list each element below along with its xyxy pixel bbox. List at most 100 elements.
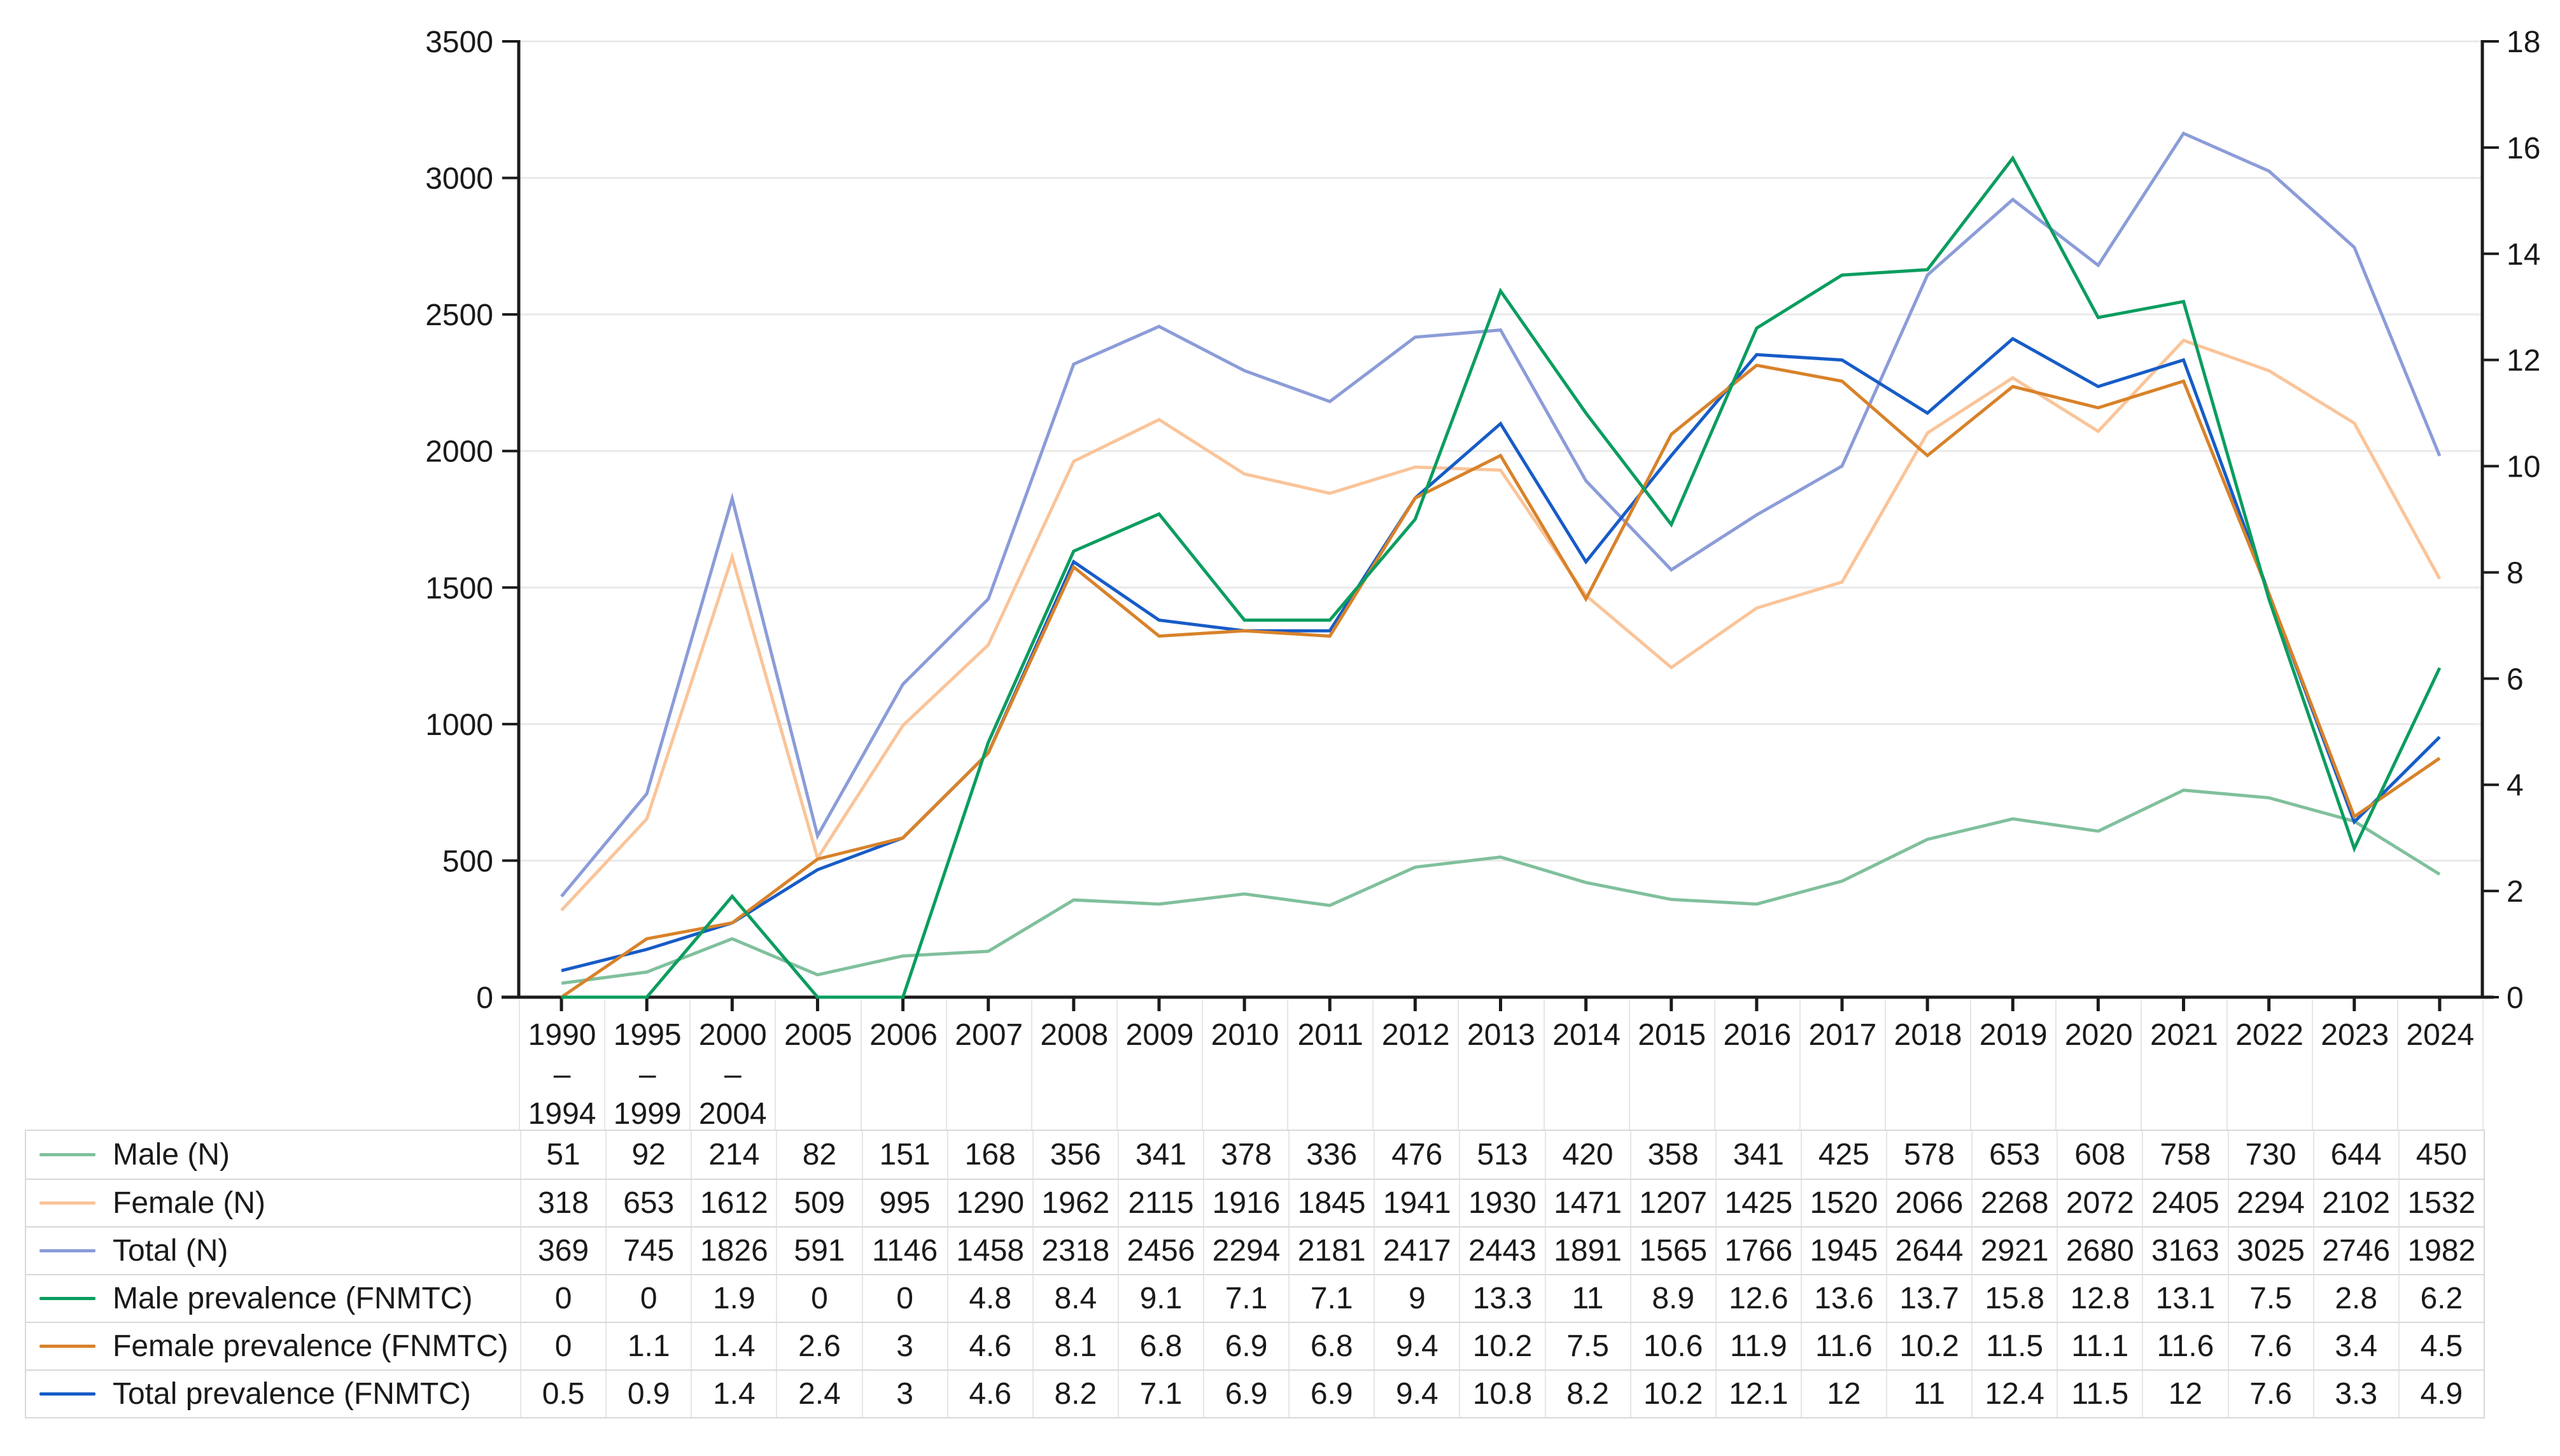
x-axis-label: 2013	[1458, 1000, 1543, 1130]
table-cell: 10.2	[1886, 1323, 1971, 1369]
x-axis-label: 1995–1999	[604, 1000, 689, 1130]
table-row-male-prevalence-fnmtc: Male prevalence (FNMTC) 0 0 1.9 0 0 4.8 8.4 9.1 7…	[26, 1274, 2484, 1322]
table-cell: 6.8	[1288, 1323, 1374, 1369]
table-cell: 82	[776, 1131, 861, 1179]
x-axis-label: 2011	[1287, 1000, 1372, 1130]
table-cell: 1207	[1629, 1180, 1715, 1226]
table-cell: 318	[520, 1180, 605, 1226]
table-cell: 11.5	[1971, 1323, 2057, 1369]
table-cell: 356	[1032, 1131, 1118, 1179]
table-cell: 7.5	[1544, 1323, 1630, 1369]
table-cell: 341	[1117, 1131, 1203, 1179]
x-axis-label: 2017	[1799, 1000, 1885, 1130]
table-cell: 2318	[1032, 1228, 1118, 1274]
table-cell: 369	[520, 1228, 605, 1274]
legend-swatch-total-prevalence-fnmtc	[39, 1392, 95, 1396]
x-axis-label: 2021	[2141, 1000, 2226, 1130]
table-cell: 745	[605, 1228, 691, 1274]
table-cell: 1916	[1203, 1180, 1288, 1226]
legend-cell: Male prevalence (FNMTC)	[26, 1275, 520, 1322]
table-cell: 10.2	[1459, 1323, 1544, 1369]
x-axis-label: 2012	[1372, 1000, 1458, 1130]
table-cell: 608	[2057, 1131, 2142, 1179]
table-cell: 425	[1800, 1131, 1886, 1179]
x-axis-label: 2024	[2396, 1000, 2484, 1130]
table-cell: 513	[1459, 1131, 1544, 1179]
table-cell: 1941	[1374, 1180, 1459, 1226]
table-cell: 2294	[2227, 1180, 2313, 1226]
table-cell: 1.4	[691, 1323, 776, 1369]
table-cell: 644	[2312, 1131, 2398, 1179]
table-cell: 13.1	[2142, 1275, 2227, 1322]
table-cell: 1945	[1800, 1228, 1886, 1274]
table-cell: 476	[1374, 1131, 1459, 1179]
table-cell: 0	[605, 1275, 691, 1322]
x-axis-label: 2015	[1628, 1000, 1714, 1130]
table-cell: 2066	[1886, 1180, 1971, 1226]
table-cell: 10.2	[1629, 1371, 1715, 1417]
table-cell: 2.8	[2312, 1275, 2398, 1322]
series-line-male-prevalence-fnmtc	[561, 155, 2442, 999]
table-cell: 4.8	[946, 1275, 1032, 1322]
table-cell: 11.5	[2057, 1371, 2142, 1417]
table-cell: 1766	[1715, 1228, 1801, 1274]
x-axis-label: 1990–1994	[519, 1000, 604, 1130]
table-cell: 12.1	[1715, 1371, 1801, 1417]
table-cell: 2268	[1971, 1180, 2057, 1226]
table-cell: 3163	[2142, 1228, 2227, 1274]
table-cell: 11.6	[1800, 1323, 1886, 1369]
table-cell: 730	[2227, 1131, 2313, 1179]
y-axis-label-left: 0	[476, 981, 493, 1015]
table-cell: 10.8	[1459, 1371, 1544, 1417]
table-cell: 7.5	[2227, 1275, 2313, 1322]
table-cell: 358	[1629, 1131, 1715, 1179]
table-cell: 1471	[1544, 1180, 1630, 1226]
table-cell: 0	[861, 1275, 947, 1322]
x-axis-label: 2009	[1116, 1000, 1202, 1130]
table-cell: 420	[1544, 1131, 1630, 1179]
table-cell: 1425	[1715, 1180, 1801, 1226]
legend-label: Male prevalence (FNMTC)	[113, 1282, 473, 1315]
table-cell: 2.4	[776, 1371, 861, 1417]
table-cell: 6.9	[1203, 1323, 1288, 1369]
legend-label: Female prevalence (FNMTC)	[113, 1329, 509, 1363]
legend-cell: Male (N)	[26, 1131, 520, 1179]
table-cell: 591	[776, 1228, 861, 1274]
legend-swatch-total-n	[39, 1249, 95, 1252]
table-cell: 3.3	[2312, 1371, 2398, 1417]
table-cell: 15.8	[1971, 1275, 2057, 1322]
y-axis-label-left: 1500	[425, 571, 493, 605]
legend-label: Total prevalence (FNMTC)	[113, 1377, 471, 1411]
y-axis-label-right: 2	[2507, 875, 2524, 909]
table-cell: 4.6	[946, 1323, 1032, 1369]
table-cell: 9.4	[1374, 1323, 1459, 1369]
table-cell: 2181	[1288, 1228, 1374, 1274]
x-axis-label: 2000–2004	[689, 1000, 775, 1130]
table-cell: 12	[2142, 1371, 2227, 1417]
legend-label: Male (N)	[113, 1138, 230, 1172]
legend-swatch-male-prevalence-fnmtc	[39, 1297, 95, 1300]
table-cell: 8.9	[1629, 1275, 1715, 1322]
table-cell: 3025	[2227, 1228, 2313, 1274]
table-cell: 151	[861, 1131, 947, 1179]
table-cell: 11.9	[1715, 1323, 1801, 1369]
table-cell: 0	[520, 1323, 605, 1369]
table-cell: 1.4	[691, 1371, 776, 1417]
table-cell: 341	[1715, 1131, 1801, 1179]
y-axis-label-right: 8	[2507, 556, 2524, 590]
table-cell: 7.6	[2227, 1323, 2313, 1369]
table-cell: 1532	[2398, 1180, 2484, 1226]
table-cell: 2644	[1886, 1228, 1971, 1274]
table-cell: 2746	[2312, 1228, 2398, 1274]
table-cell: 8.2	[1032, 1371, 1118, 1417]
table-cell: 1982	[2398, 1228, 2484, 1274]
table-cell: 2921	[1971, 1228, 2057, 1274]
legend-label: Female (N)	[113, 1186, 266, 1220]
table-cell: 0	[520, 1275, 605, 1322]
x-axis-label: 2014	[1543, 1000, 1629, 1130]
data-table: Male (N) 51 92 214 82 151 168 356 341 378 336 476 51…	[25, 1130, 2485, 1418]
table-cell: 7.1	[1117, 1371, 1203, 1417]
table-cell: 653	[1971, 1131, 2057, 1179]
x-axis-label: 2023	[2311, 1000, 2397, 1130]
x-axis-label: 2007	[945, 1000, 1031, 1130]
